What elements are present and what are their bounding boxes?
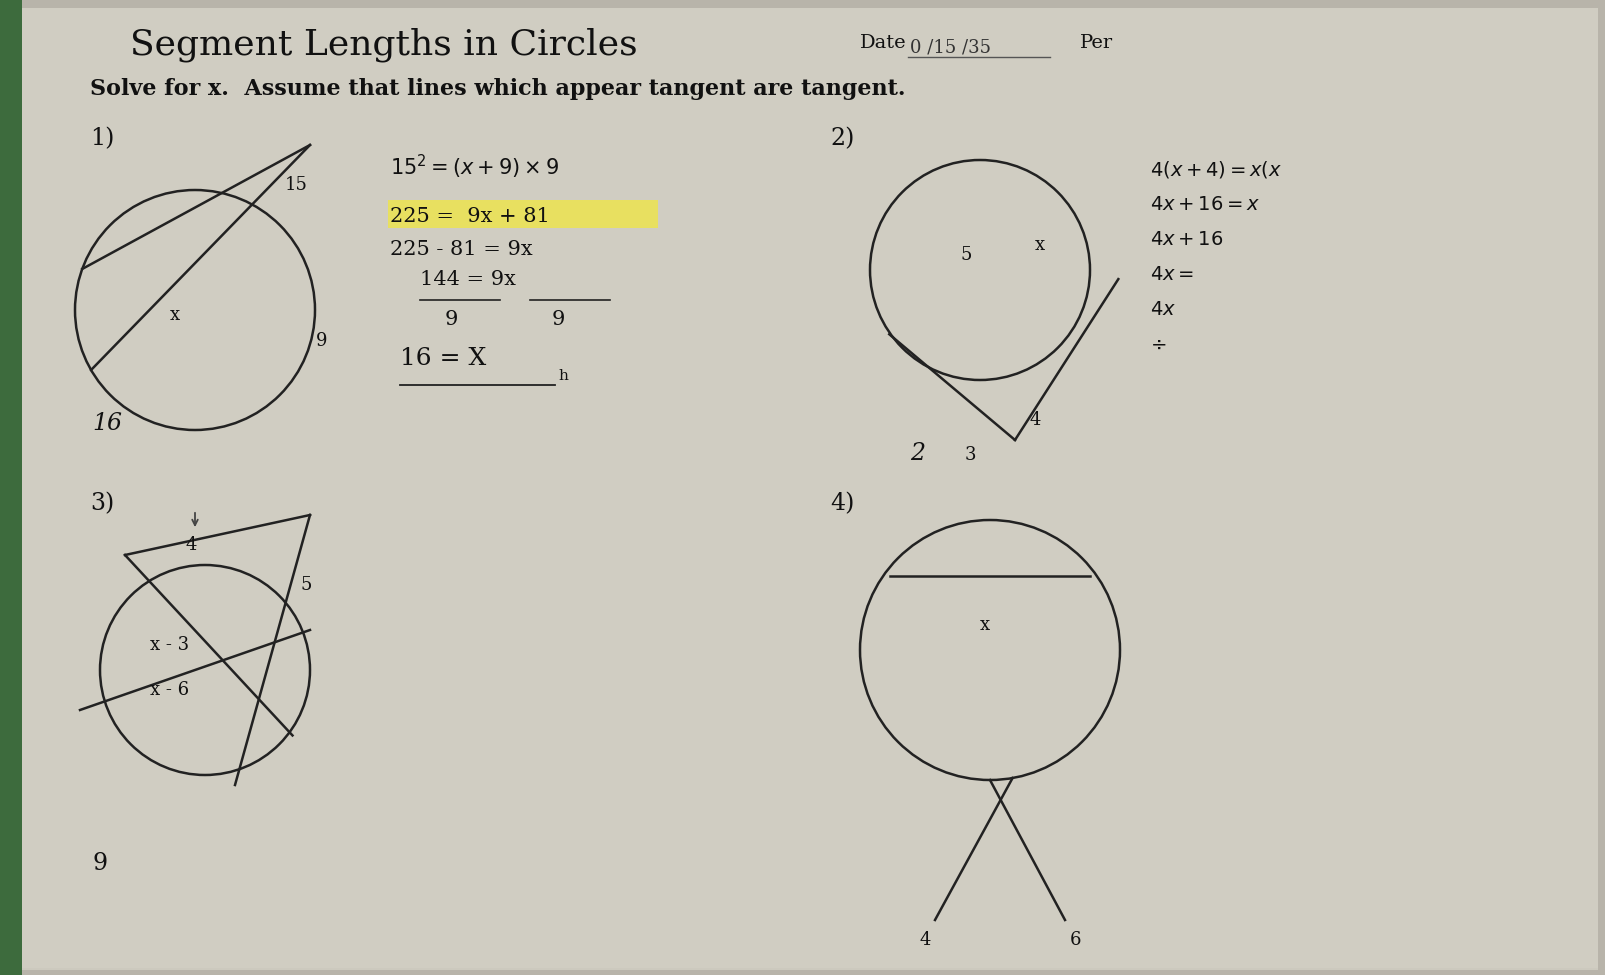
- Text: x: x: [981, 616, 990, 634]
- Text: 6: 6: [1071, 931, 1082, 949]
- Text: $4x$: $4x$: [1151, 301, 1176, 319]
- Text: 225 =  9x + 81: 225 = 9x + 81: [390, 207, 551, 226]
- Text: x - 6: x - 6: [149, 681, 189, 699]
- Text: 16: 16: [91, 412, 122, 435]
- Text: 9: 9: [91, 852, 108, 875]
- Text: 225 - 81 = 9x: 225 - 81 = 9x: [390, 240, 533, 259]
- Text: x - 3: x - 3: [149, 636, 189, 654]
- Text: 2: 2: [910, 442, 924, 465]
- Text: 1): 1): [90, 127, 114, 150]
- Text: h: h: [559, 369, 568, 383]
- Text: 9: 9: [552, 310, 565, 329]
- Text: 4): 4): [830, 492, 854, 515]
- Text: x: x: [170, 306, 180, 324]
- Text: 16 = X: 16 = X: [400, 347, 486, 370]
- Text: 9: 9: [316, 332, 327, 350]
- Text: $4(x+4) = x(x$: $4(x+4) = x(x$: [1151, 159, 1282, 179]
- Text: 4: 4: [185, 536, 196, 554]
- Text: $4x =$: $4x =$: [1151, 266, 1194, 284]
- Text: 3: 3: [965, 446, 976, 464]
- Text: 144 = 9x: 144 = 9x: [421, 270, 515, 289]
- Text: $4x+16 = x$: $4x+16 = x$: [1151, 196, 1260, 214]
- Text: $4x+16$: $4x+16$: [1151, 231, 1223, 249]
- Text: $\div$: $\div$: [1151, 336, 1167, 354]
- Text: $15^2 = (x+9) \times 9$: $15^2 = (x+9) \times 9$: [390, 153, 559, 180]
- Text: 4: 4: [1030, 411, 1042, 429]
- Text: 5: 5: [960, 246, 971, 264]
- Text: Solve for x.  Assume that lines which appear tangent are tangent.: Solve for x. Assume that lines which app…: [90, 78, 905, 100]
- Text: 3): 3): [90, 492, 114, 515]
- Bar: [0, 0, 22, 975]
- Text: Per: Per: [1080, 34, 1114, 52]
- Text: Segment Lengths in Circles: Segment Lengths in Circles: [130, 28, 637, 62]
- Text: 0 /15 /35: 0 /15 /35: [910, 38, 990, 56]
- Text: 15: 15: [284, 176, 307, 193]
- Text: 2): 2): [830, 127, 854, 150]
- Text: 4: 4: [920, 931, 931, 949]
- Text: 9: 9: [445, 310, 459, 329]
- Text: x: x: [1035, 236, 1045, 254]
- Text: 5: 5: [300, 576, 311, 594]
- Bar: [388, 200, 658, 228]
- Text: Date: Date: [860, 34, 907, 52]
